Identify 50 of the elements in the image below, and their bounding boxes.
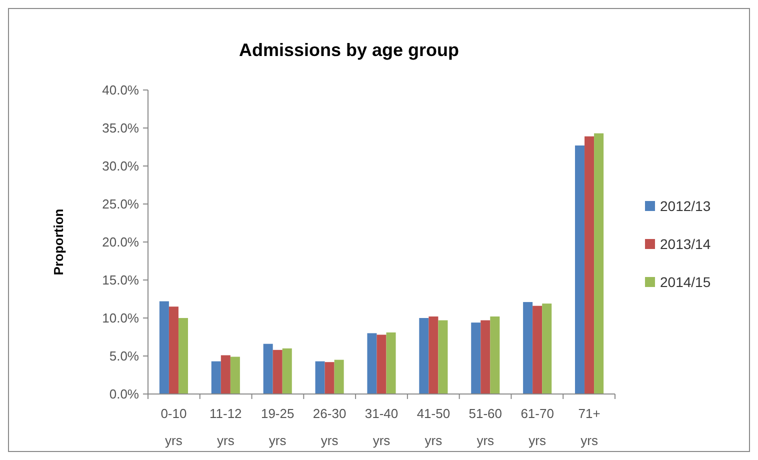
legend-label: 2013/14	[660, 236, 711, 252]
bar	[523, 302, 533, 394]
bar	[471, 322, 481, 394]
x-tick-label: 61-70 yrs	[520, 406, 554, 448]
y-tick-label: 10.0%	[102, 310, 140, 326]
y-tick-label: 35.0%	[102, 120, 140, 136]
bar	[367, 333, 377, 394]
x-tick-label: 31-40 yrs	[364, 406, 398, 448]
bar	[334, 360, 344, 394]
x-tick-label: 0-10 yrs	[160, 406, 187, 448]
bar	[178, 318, 188, 394]
x-tick-label: 41-50 yrs	[416, 406, 450, 448]
bar	[428, 316, 438, 394]
y-tick-label: 15.0%	[102, 272, 140, 288]
y-tick-label: 30.0%	[102, 158, 140, 174]
x-tick-label: 26-30 yrs	[312, 406, 346, 448]
bar	[419, 318, 429, 394]
bar	[438, 320, 448, 394]
x-tick-label: 11-12 yrs	[210, 406, 242, 448]
bar	[584, 136, 594, 394]
bar	[168, 306, 178, 394]
x-tick-label: 19-25 yrs	[260, 406, 294, 448]
bar	[542, 304, 552, 394]
x-tick-label: 71+ yrs	[578, 406, 600, 448]
bar	[315, 361, 325, 394]
x-tick-label: 51-60 yrs	[468, 406, 502, 448]
bar	[490, 316, 500, 394]
bar	[386, 332, 396, 394]
bar	[594, 133, 604, 394]
bar	[211, 361, 221, 394]
legend-label: 2012/13	[660, 198, 711, 214]
bar	[230, 356, 240, 394]
bar	[272, 350, 282, 394]
y-tick-label: 0.0%	[109, 386, 140, 402]
bar	[376, 334, 386, 394]
bar	[480, 320, 490, 394]
y-tick-label: 25.0%	[102, 196, 140, 212]
bar	[159, 301, 169, 394]
chart-title: Admissions by age group	[238, 40, 460, 60]
legend-label: 2014/15	[660, 274, 711, 290]
y-axis-title: Proportion	[51, 208, 66, 276]
y-tick-label: 40.0%	[102, 82, 140, 98]
bar	[324, 362, 334, 394]
y-tick-label: 20.0%	[102, 234, 140, 250]
bar	[532, 306, 542, 394]
bar	[575, 145, 585, 394]
bar	[220, 355, 230, 394]
bar	[282, 348, 292, 394]
bar	[263, 344, 273, 394]
y-tick-label: 5.0%	[109, 348, 140, 364]
